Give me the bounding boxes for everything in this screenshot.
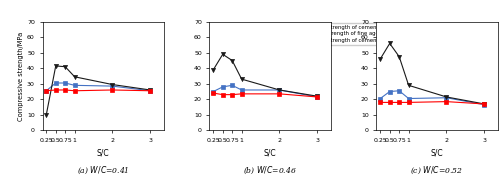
Legend: Compressive strength of cement mortar, Contribution strength of fine aggregate, : Compressive strength of cement mortar, C…: [282, 23, 401, 45]
Title: (c) $W/C$=0.52: (c) $W/C$=0.52: [410, 165, 464, 176]
X-axis label: S/C: S/C: [264, 149, 276, 157]
Title: (a) $W/C$=0.41: (a) $W/C$=0.41: [77, 165, 129, 176]
X-axis label: S/C: S/C: [96, 149, 110, 157]
X-axis label: S/C: S/C: [430, 149, 444, 157]
Y-axis label: Compressive strength/MPa: Compressive strength/MPa: [18, 31, 24, 121]
Title: (b) $W/C$=0.46: (b) $W/C$=0.46: [243, 165, 297, 176]
